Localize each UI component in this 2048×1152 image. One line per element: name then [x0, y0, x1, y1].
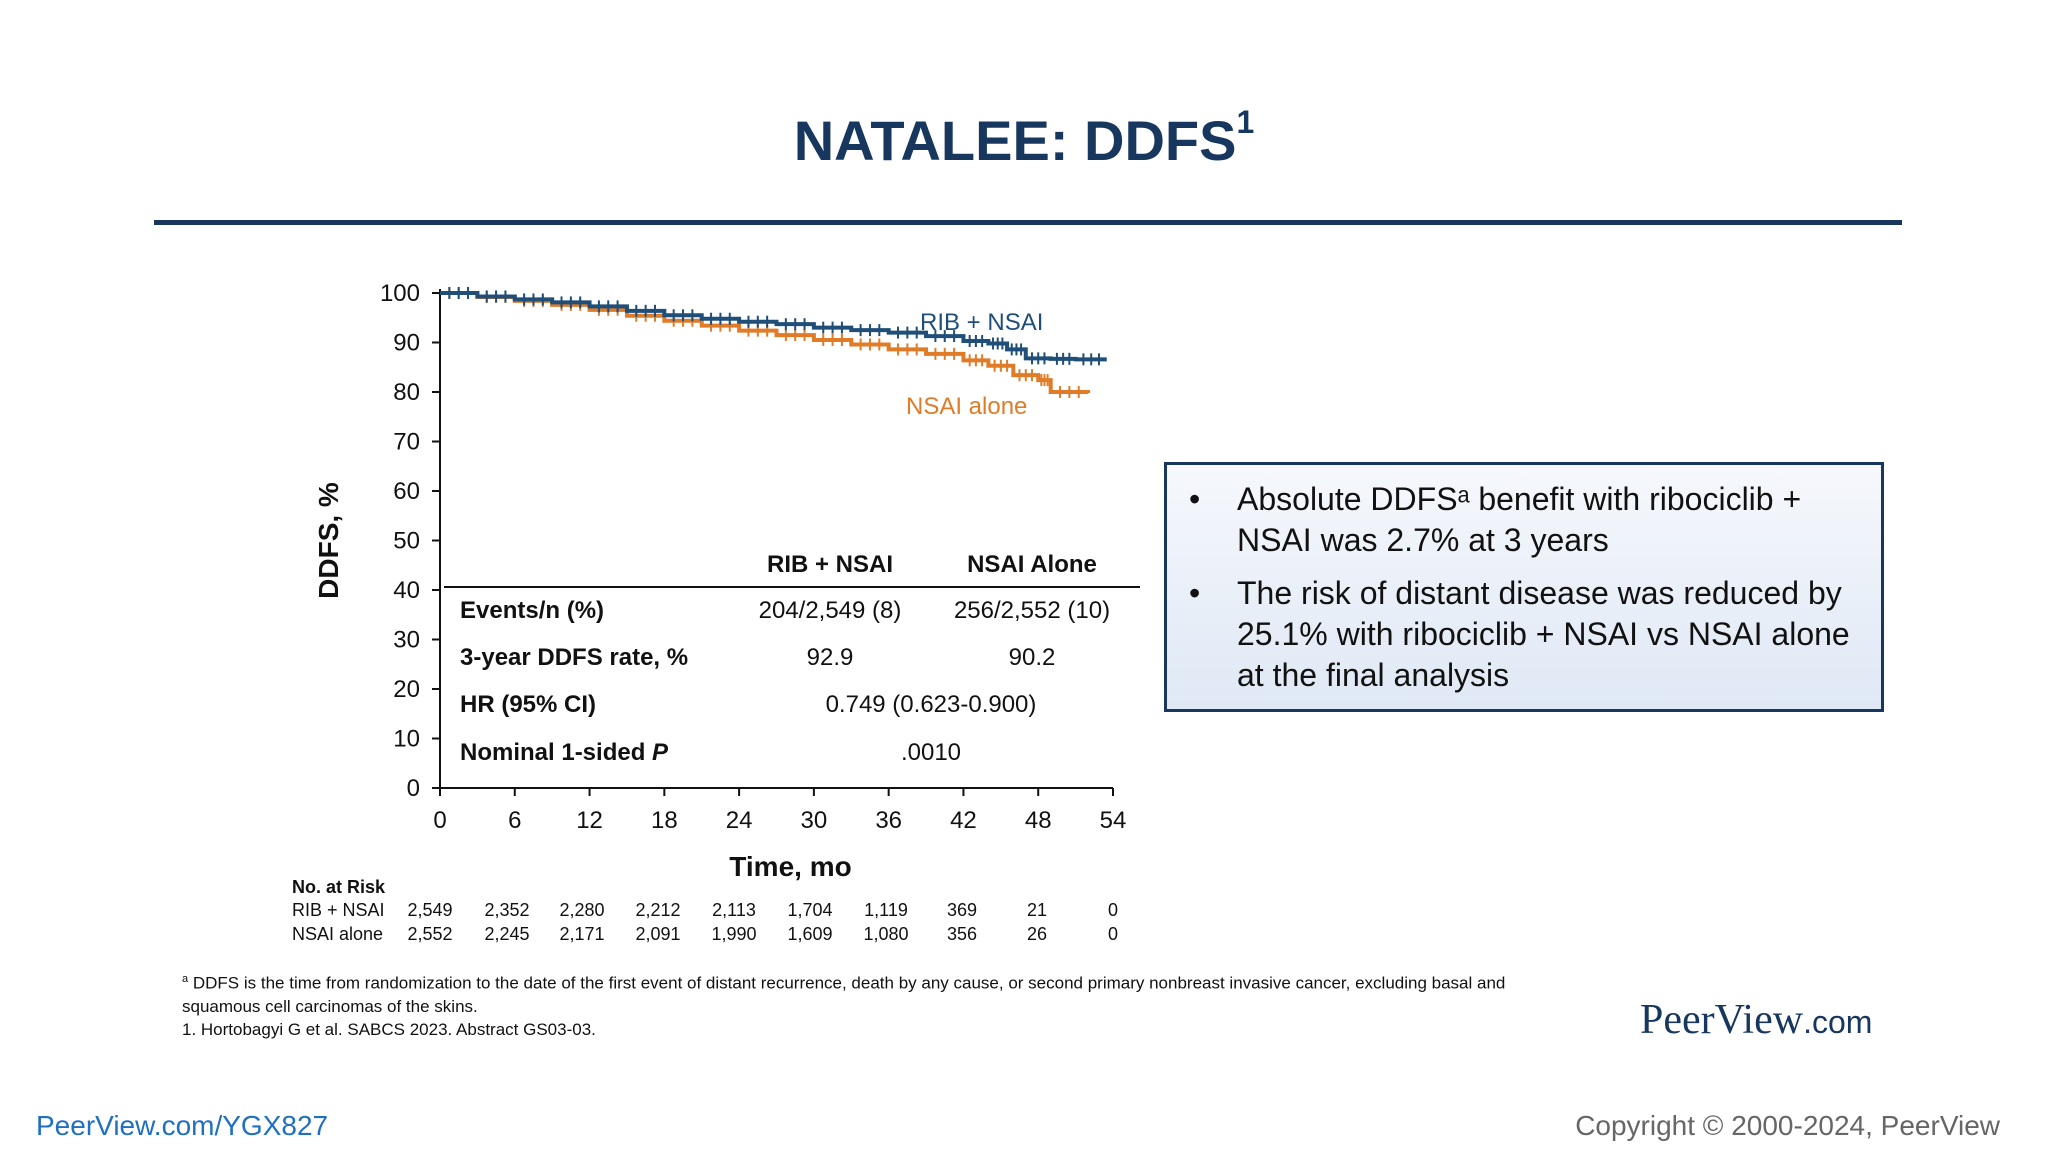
risk-cell: 1,119	[864, 900, 908, 920]
y-tick-label: 20	[393, 676, 420, 703]
stats-row-label-italic: P	[645, 739, 669, 766]
y-axis-label: DDFS, %	[313, 482, 344, 599]
risk-cell: 356	[947, 924, 977, 944]
stats-col-header-rib: RIB + NSAI	[767, 551, 893, 578]
y-tick-label: 10	[393, 726, 420, 753]
stats-cell: 204/2,549 (8)	[759, 597, 902, 624]
footnote-ref1: 1. Hortobagyi G et al. SABCS 2023. Abstr…	[182, 1019, 596, 1039]
risk-cell: 0	[1108, 900, 1118, 920]
risk-cell: 1,609	[787, 924, 832, 944]
y-tick-label: 60	[393, 478, 420, 505]
risk-cell: 2,212	[635, 900, 680, 920]
slide-title-text: NATALEE: DDFS	[793, 109, 1237, 172]
y-tick-label: 40	[393, 577, 420, 604]
y-tick-label: 0	[407, 775, 420, 802]
stats-row-label: 3-year DDFS rate, %	[460, 644, 688, 671]
brand-name: PeerView	[1640, 997, 1804, 1043]
risk-cell: 2,552	[407, 924, 452, 944]
risk-cell: 2,245	[484, 924, 529, 944]
risk-cell: 2,549	[407, 900, 452, 920]
series-label-rib-nsai: RIB + NSAI	[920, 309, 1043, 336]
risk-cell: 2,171	[559, 924, 604, 944]
risk-cell: 2,280	[559, 900, 604, 920]
x-tick-label: 48	[1025, 807, 1052, 834]
x-tick-label: 0	[433, 807, 446, 834]
key-finding-1: Absolute DDFSᵃ benefit with ribociclib +…	[1189, 479, 1851, 561]
stats-cell-merged: 0.749 (0.623-0.900)	[826, 691, 1037, 718]
risk-cell: 1,704	[787, 900, 832, 920]
x-tick-label: 12	[576, 807, 603, 834]
footer-copyright: Copyright © 2000-2024, PeerView	[1575, 1110, 2000, 1141]
key-findings-list: Absolute DDFSᵃ benefit with ribociclib +…	[1167, 465, 1881, 696]
risk-cell: 369	[947, 900, 977, 920]
risk-row-label: NSAI alone	[292, 924, 383, 944]
y-tick-label: 90	[393, 330, 420, 357]
risk-cell: 26	[1027, 924, 1047, 944]
stats-row-label: Nominal 1-sided P	[460, 739, 669, 766]
peerview-logo: PeerView.com	[1640, 996, 1872, 1044]
footnote-a-mark: a	[182, 973, 189, 985]
footnote-a-text: DDFS is the time from randomization to t…	[182, 973, 1506, 1016]
stats-cell: 92.9	[807, 644, 854, 671]
stats-row-label: Events/n (%)	[460, 597, 604, 624]
risk-cell: 2,091	[635, 924, 680, 944]
x-tick-label: 18	[651, 807, 678, 834]
risk-cell: 1,080	[863, 924, 908, 944]
stats-cell: 256/2,552 (10)	[954, 597, 1110, 624]
stats-cell-merged: .0010	[901, 739, 961, 766]
risk-cell: 0	[1108, 924, 1118, 944]
series-label-nsai-alone: NSAI alone	[906, 393, 1027, 420]
slide-title: NATALEE: DDFS1	[0, 104, 2048, 173]
y-tick-label: 100	[380, 280, 420, 307]
title-divider	[154, 220, 1902, 225]
risk-cell: 1,990	[711, 924, 756, 944]
key-findings-callout: Absolute DDFSᵃ benefit with ribociclib +…	[1164, 462, 1884, 712]
key-finding-2: The risk of distant disease was reduced …	[1189, 573, 1851, 696]
x-tick-label: 24	[726, 807, 753, 834]
y-tick-label: 50	[393, 528, 420, 555]
footer-url-link[interactable]: PeerView.com/YGX827	[36, 1110, 329, 1141]
brand-suffix: .com	[1803, 1004, 1873, 1040]
footnote-a: a DDFS is the time from randomization to…	[182, 968, 1562, 1018]
footnotes: a DDFS is the time from randomization to…	[182, 968, 1562, 1041]
y-tick-label: 80	[393, 379, 420, 406]
risk-row-label: RIB + NSAI	[292, 900, 385, 920]
stats-row-label: HR (95% CI)	[460, 691, 596, 718]
slide-title-superscript: 1	[1236, 104, 1255, 140]
risk-table-title: No. at Risk	[292, 877, 386, 897]
x-tick-label: 6	[508, 807, 521, 834]
x-axis-label: Time, mo	[729, 851, 851, 882]
y-tick-label: 70	[393, 429, 420, 456]
x-tick-label: 36	[875, 807, 902, 834]
x-tick-label: 42	[950, 807, 977, 834]
risk-cell: 2,113	[712, 900, 756, 920]
stats-col-header-nsai: NSAI Alone	[967, 551, 1097, 578]
y-tick-label: 30	[393, 627, 420, 654]
risk-cell: 2,352	[484, 900, 529, 920]
stats-cell: 90.2	[1009, 644, 1056, 671]
x-tick-label: 30	[801, 807, 828, 834]
risk-cell: 21	[1027, 900, 1047, 920]
series-line-nsai-alone	[440, 291, 1091, 394]
x-tick-label: 54	[1100, 807, 1127, 834]
